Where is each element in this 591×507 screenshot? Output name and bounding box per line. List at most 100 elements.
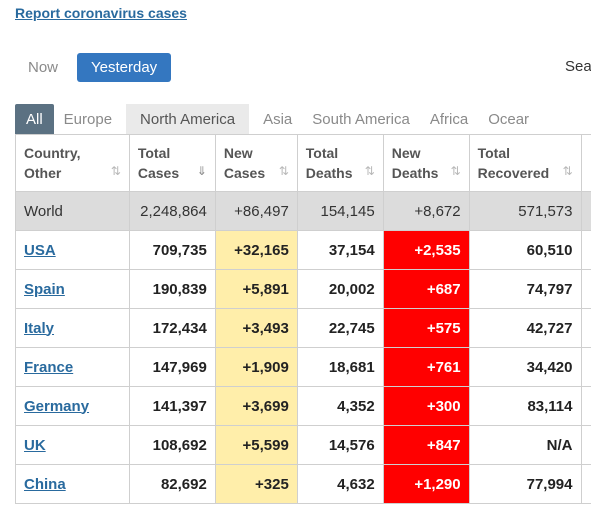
tab-yesterday[interactable]: Yesterday (77, 53, 172, 82)
cell-total-recovered: 42,727 (468, 308, 582, 348)
tab-all[interactable]: All (15, 104, 54, 134)
cell-total-recovered: 83,114 (468, 386, 582, 426)
cell-new-cases: +1,909 (214, 347, 298, 387)
header-total-deaths-line2: Deaths (305, 165, 353, 181)
cell-total-cases: 147,969 (128, 347, 216, 387)
tab-europe[interactable]: Europe (63, 111, 113, 128)
cell-new-cases: +5,891 (214, 269, 298, 309)
cell-country: Spain (15, 269, 130, 309)
cell-country: Germany (15, 386, 130, 426)
cell-total-deaths: 4,632 (296, 464, 384, 504)
header-country[interactable]: Country, Other ⇅ (15, 134, 130, 192)
header-total-cases-line2: Cases (137, 165, 180, 181)
cell-country: UK (15, 425, 130, 465)
cell-overflow (580, 464, 591, 504)
table-row: UK 108,692 +5,599 14,576 +847 N/A (15, 425, 591, 465)
cell-total-cases: 2,248,864 (128, 191, 216, 231)
cell-overflow (580, 308, 591, 348)
header-overflow (580, 134, 591, 192)
cell-new-deaths: +761 (382, 347, 470, 387)
sort-arrows-icon: ⇅ (450, 164, 461, 178)
country-link[interactable]: China (24, 475, 66, 493)
cell-new-deaths: +575 (382, 308, 470, 348)
cell-total-recovered: 74,797 (468, 269, 582, 309)
cell-total-deaths: 154,145 (296, 191, 384, 231)
header-new-cases[interactable]: New Cases ⇅ (214, 134, 298, 192)
header-country-line1: Country, (24, 145, 81, 161)
cell-country: Italy (15, 308, 130, 348)
cell-new-cases: +86,497 (214, 191, 298, 231)
header-new-deaths-line2: Deaths (391, 165, 439, 181)
sort-arrows-icon: ⇅ (364, 164, 375, 178)
cell-total-cases: 709,735 (128, 230, 216, 270)
header-total-deaths[interactable]: Total Deaths ⇅ (296, 134, 384, 192)
cell-total-cases: 82,692 (128, 464, 216, 504)
tab-south-america[interactable]: South America (312, 111, 410, 128)
cell-total-recovered: 60,510 (468, 230, 582, 270)
tab-asia[interactable]: Asia (263, 111, 293, 128)
report-cases-link[interactable]: Report coronavirus cases (15, 5, 187, 21)
country-link[interactable]: UK (24, 436, 46, 454)
table-row: China 82,692 +325 4,632 +1,290 77,994 (15, 464, 591, 504)
cases-table: Country, Other ⇅ Total Cases ⇓ New Cases ⇅ Tot… (15, 134, 591, 504)
cell-total-deaths: 14,576 (296, 425, 384, 465)
cell-total-recovered: 77,994 (468, 464, 582, 504)
cell-new-cases: +5,599 (214, 425, 298, 465)
table-row: USA 709,735 +32,165 37,154 +2,535 60,510 (15, 230, 591, 270)
cell-new-cases: +3,699 (214, 386, 298, 426)
cell-overflow (580, 269, 591, 309)
cell-new-cases: +32,165 (214, 230, 298, 270)
cell-total-cases: 141,397 (128, 386, 216, 426)
tab-africa[interactable]: Africa (429, 111, 469, 128)
table-row: Italy 172,434 +3,493 22,745 +575 42,727 (15, 308, 591, 348)
cell-total-cases: 190,839 (128, 269, 216, 309)
country-link[interactable]: Spain (24, 280, 65, 298)
header-total-cases-line1: Total (137, 145, 171, 161)
tab-north-america[interactable]: North America (126, 104, 250, 134)
header-total-recovered-line2: Recovered (477, 165, 550, 181)
header-total-recovered[interactable]: Total Recovered ⇅ (468, 134, 582, 192)
cell-new-deaths: +2,535 (382, 230, 470, 270)
cell-new-deaths: +847 (382, 425, 470, 465)
cell-total-cases: 108,692 (128, 425, 216, 465)
table-row: Germany 141,397 +3,699 4,352 +300 83,114 (15, 386, 591, 426)
cell-total-deaths: 18,681 (296, 347, 384, 387)
sort-arrows-icon: ⇅ (110, 164, 121, 178)
cell-total-deaths: 4,352 (296, 386, 384, 426)
cell-overflow (580, 347, 591, 387)
time-tabs: Now Yesterday (15, 53, 172, 82)
cell-total-recovered: N/A (468, 425, 582, 465)
cell-overflow (580, 191, 591, 231)
cell-overflow (580, 386, 591, 426)
cell-overflow (580, 425, 591, 465)
cell-total-deaths: 22,745 (296, 308, 384, 348)
country-link[interactable]: USA (24, 241, 56, 259)
header-total-cases[interactable]: Total Cases ⇓ (128, 134, 216, 192)
sort-desc-icon: ⇓ (196, 164, 207, 178)
cell-country: France (15, 347, 130, 387)
cell-total-recovered: 571,573 (468, 191, 582, 231)
header-new-cases-line2: Cases (223, 165, 266, 181)
cell-country: USA (15, 230, 130, 270)
country-link[interactable]: Italy (24, 319, 55, 337)
tab-now[interactable]: Now (28, 59, 59, 76)
cell-country: China (15, 464, 130, 504)
country-link[interactable]: France (24, 358, 74, 376)
header-new-deaths-line1: New (391, 145, 421, 161)
header-new-deaths[interactable]: New Deaths ⇅ (382, 134, 470, 192)
cell-overflow (580, 230, 591, 270)
header-new-cases-line1: New (223, 145, 253, 161)
cell-total-deaths: 20,002 (296, 269, 384, 309)
header-total-deaths-line1: Total (305, 145, 339, 161)
cell-country: World (15, 191, 130, 231)
table-header-row: Country, Other ⇅ Total Cases ⇓ New Cases ⇅ Tot… (15, 134, 591, 192)
country-link[interactable]: Germany (24, 397, 90, 415)
cell-new-cases: +3,493 (214, 308, 298, 348)
cell-total-deaths: 37,154 (296, 230, 384, 270)
tab-oceania[interactable]: Ocear (488, 111, 530, 128)
header-country-line2: Other (24, 165, 62, 181)
cell-new-deaths: +300 (382, 386, 470, 426)
cell-new-deaths: +1,290 (382, 464, 470, 504)
cell-total-cases: 172,434 (128, 308, 216, 348)
table-row-world: World 2,248,864 +86,497 154,145 +8,672 5… (15, 191, 591, 231)
